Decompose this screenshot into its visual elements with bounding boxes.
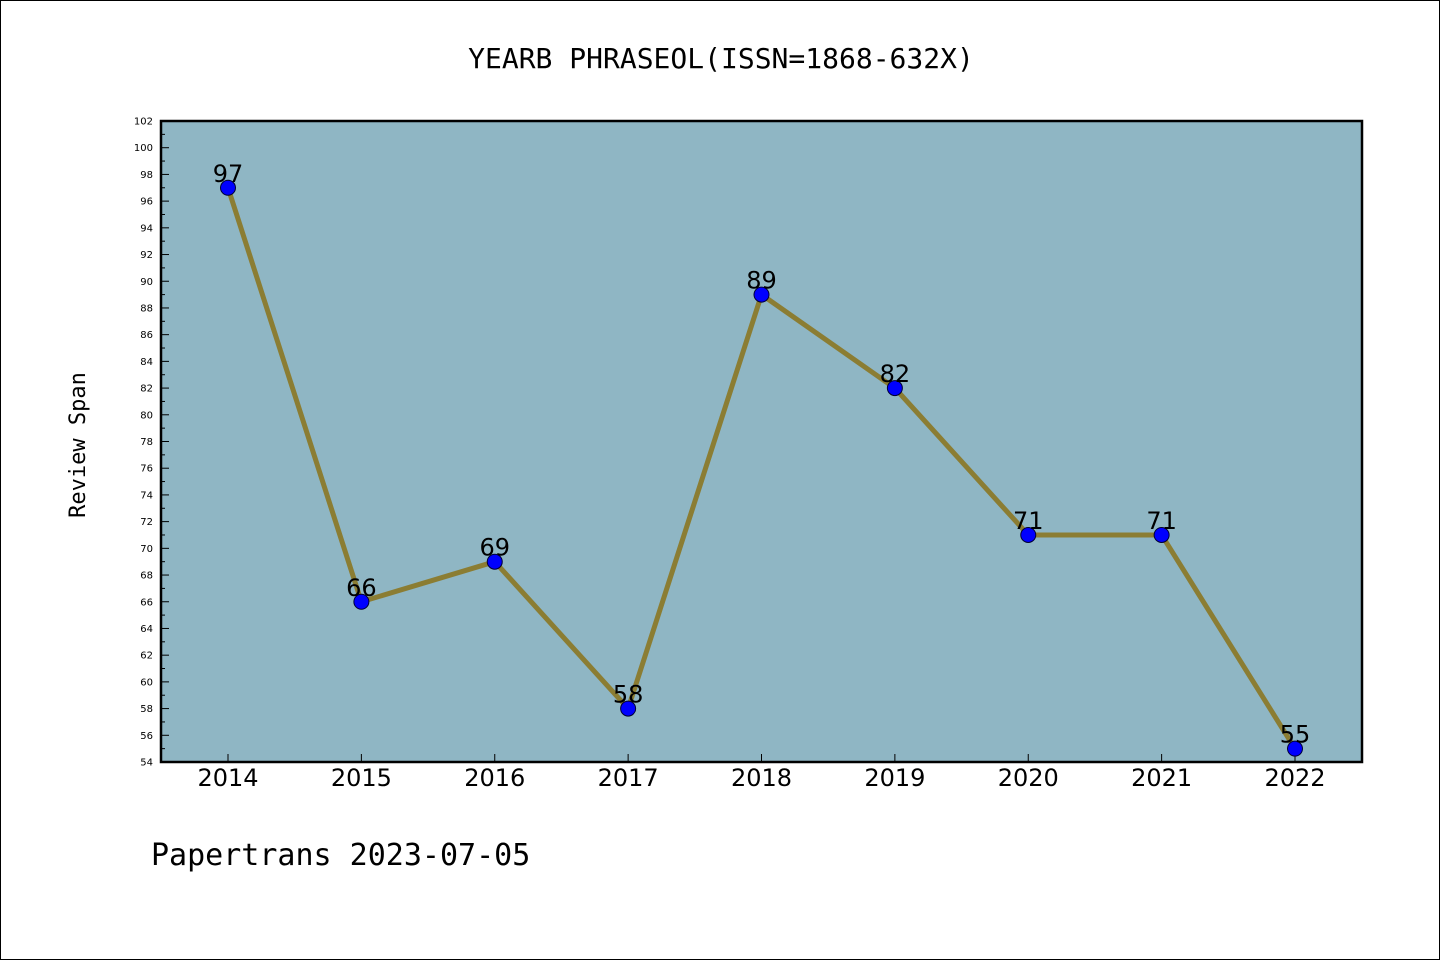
y-tick-label: 74 [140, 490, 153, 501]
data-point [220, 179, 236, 196]
data-label: 69 [479, 534, 510, 562]
x-tick-label: 2019 [864, 764, 925, 792]
x-tick-label: 2014 [197, 764, 258, 792]
chart-title: YEARB PHRASEOL(ISSN=1868-632X) [468, 42, 974, 75]
data-point [1020, 526, 1037, 543]
x-tick-label: 2022 [1264, 764, 1325, 792]
y-tick-label: 56 [140, 731, 153, 742]
y-tick-label: 88 [140, 303, 153, 314]
data-labels-group: 97 66 69 58 89 82 71 71 55 [213, 160, 1311, 749]
y-tick-label: 96 [140, 197, 153, 208]
data-label: 58 [613, 681, 644, 709]
data-label: 66 [346, 574, 377, 602]
y-axis-ticks: 54 56 58 60 62 64 66 68 70 72 74 76 78 80 82 84 86 88 90 92… [134, 117, 169, 769]
data-label: 55 [1280, 721, 1311, 749]
data-label: 89 [746, 267, 777, 295]
data-point [1153, 526, 1170, 543]
data-label: 82 [880, 360, 911, 388]
data-point [486, 553, 503, 570]
x-axis-ticks: 2014 2015 2016 2017 2018 2019 2020 2021 2022 [197, 754, 1326, 792]
data-point [1287, 740, 1303, 757]
x-tick-label: 2017 [598, 764, 659, 792]
data-label: 97 [213, 160, 244, 188]
y-tick-label: 82 [140, 384, 153, 395]
y-tick-label: 60 [140, 677, 153, 688]
y-tick-label: 80 [140, 410, 153, 421]
y-axis-label: Review Span [66, 372, 91, 518]
y-tick-label: 58 [140, 704, 153, 715]
y-tick-label: 84 [140, 357, 153, 368]
y-tick-label: 92 [140, 250, 153, 261]
footer-text: Papertrans 2023-07-05 [151, 838, 530, 873]
y-tick-label: 78 [140, 437, 153, 448]
x-tick-label: 2021 [1131, 764, 1192, 792]
data-point [353, 593, 370, 610]
data-label: 71 [1013, 507, 1044, 535]
x-tick-label: 2015 [331, 764, 392, 792]
y-tick-label: 72 [140, 517, 153, 528]
y-tick-label: 100 [134, 143, 153, 154]
x-tick-label: 2018 [731, 764, 792, 792]
y-tick-label: 66 [140, 597, 153, 608]
y-tick-label: 86 [140, 330, 153, 341]
plot-border [159, 119, 1364, 764]
plot-area [161, 121, 1362, 762]
data-label: 71 [1146, 507, 1177, 535]
x-tick-label: 2016 [464, 764, 525, 792]
y-tick-label: 70 [140, 544, 153, 555]
data-point [753, 286, 770, 303]
data-point [886, 380, 903, 397]
data-point [620, 700, 637, 717]
y-tick-label: 62 [140, 651, 153, 662]
y-tick-label: 102 [134, 117, 153, 128]
y-tick-label: 64 [140, 624, 153, 635]
y-tick-label: 94 [140, 223, 153, 234]
x-tick-label: 2020 [998, 764, 1059, 792]
y-tick-label: 68 [140, 571, 153, 582]
y-tick-label: 76 [140, 464, 153, 475]
y-tick-label: 90 [140, 277, 153, 288]
y-tick-label: 98 [140, 170, 153, 181]
series-line-group [220, 179, 1303, 757]
y-tick-label: 54 [140, 758, 153, 769]
